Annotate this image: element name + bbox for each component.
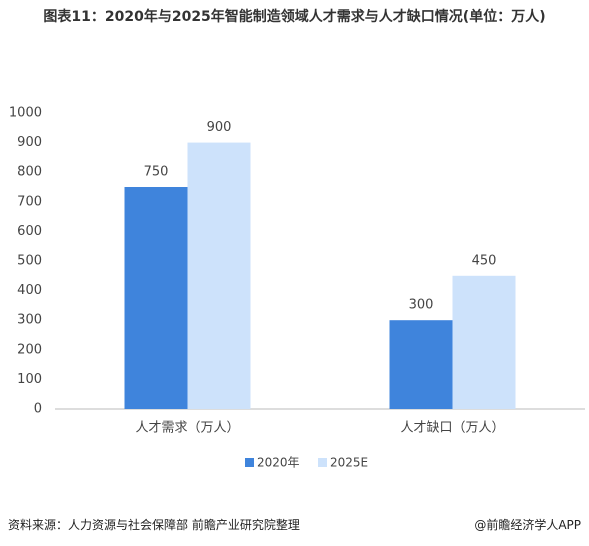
bar: [452, 275, 516, 409]
chart: 0 100 200 300 400 500 600 700 800 900 1000 人才需求（万人）…: [9, 106, 585, 470]
y-tick-label: 300: [17, 313, 42, 328]
y-tick-label: 400: [17, 283, 42, 298]
y-tick-label: 600: [17, 224, 42, 239]
chart-title: 图表11：2020年与2025年智能制造领域人才需求与人才缺口情况(单位：万人): [43, 9, 546, 25]
data-label: 750: [144, 165, 169, 180]
legend-label: 2025E: [330, 456, 368, 470]
source: 资料来源：人力资源与社会保障部 前瞻产业研究院整理: [8, 518, 300, 532]
y-tick-label: 200: [17, 342, 42, 357]
y-tick-label: 700: [17, 194, 42, 209]
x-tick-label: 人才需求（万人）: [135, 421, 239, 436]
bar: [389, 320, 453, 409]
legend-swatch: [245, 458, 254, 467]
y-tick-label: 800: [17, 165, 42, 180]
x-tick-label: 人才缺口（万人）: [400, 421, 504, 436]
y-tick-label: 900: [17, 135, 42, 150]
bar: [124, 187, 188, 409]
y-tick-label: 100: [17, 372, 42, 387]
y-tick-label: 0: [34, 402, 42, 417]
legend-label: 2020年: [257, 456, 300, 470]
credit: @前瞻经济学人APP: [474, 518, 581, 532]
data-label: 900: [207, 120, 232, 135]
y-tick-label: 1000: [9, 106, 42, 121]
data-label: 450: [472, 253, 497, 268]
y-tick-label: 500: [17, 254, 42, 269]
bar: [187, 142, 251, 409]
legend-swatch: [318, 458, 327, 467]
data-label: 300: [409, 298, 434, 313]
